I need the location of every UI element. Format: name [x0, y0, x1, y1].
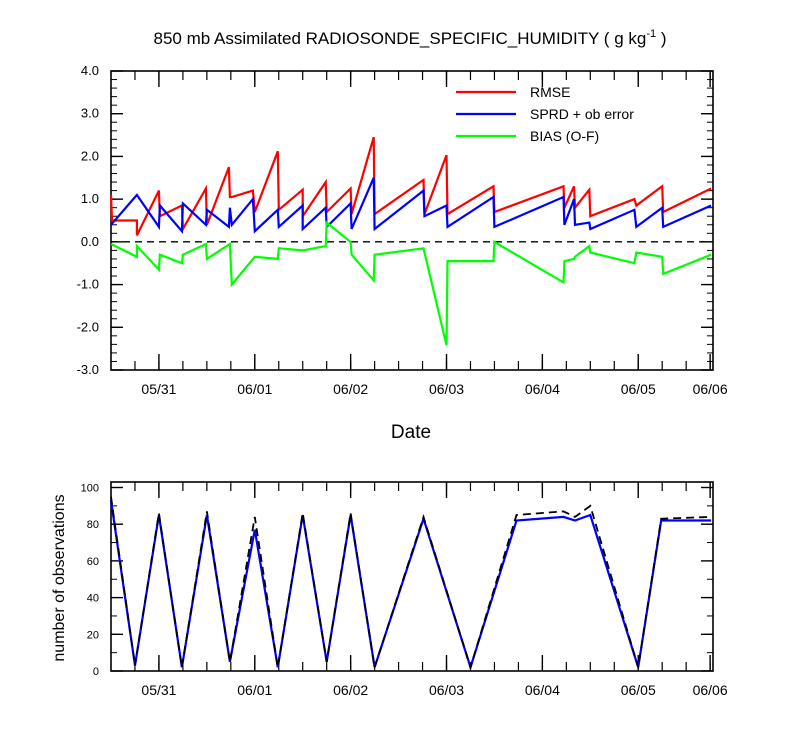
x-tick-label: 06/05 [621, 381, 656, 397]
legend-entry: SPRD + ob error [530, 106, 634, 122]
y-tick-label: 2.0 [81, 148, 99, 163]
series-line-possible [110, 496, 712, 671]
bottom-chart: 05/31 06/01 06/02 06/03 06/04 06/05 06/06 0 20 40… [81, 481, 728, 698]
x-axis-label: Date [391, 422, 431, 443]
x-tick-label: 06/03 [429, 381, 464, 397]
y-tick-label: -1.0 [77, 277, 99, 292]
x-tick-label: 06/02 [333, 381, 368, 397]
x-tick-label: 06/06 [693, 682, 728, 698]
x-tick-label: 06/04 [525, 381, 560, 397]
y-tick-label: 40 [87, 593, 99, 605]
y-tick-label: 20 [87, 629, 99, 641]
series-line-sprd-ob-error [110, 177, 712, 235]
x-tick-label: 06/01 [237, 682, 272, 698]
chart-title: 850 mb Assimilated RADIOSONDE_SPECIFIC_H… [154, 28, 667, 48]
series-line-bias-o-f [110, 220, 712, 346]
x-tick-label: 06/03 [429, 682, 464, 698]
x-tick-label: 06/05 [621, 682, 656, 698]
y-tick-label: 3.0 [81, 106, 99, 121]
x-tick-label: 05/31 [141, 381, 176, 397]
y-tick-label: 60 [87, 556, 99, 568]
y-tick-label: 80 [87, 519, 99, 531]
series-line-assimilated [109, 500, 712, 671]
x-tick-label: 06/01 [237, 381, 272, 397]
top-chart: 05/31 06/01 06/02 06/03 06/04 06/05 06/06 -3.0 -… [77, 63, 728, 397]
y-tick-label: 0 [93, 666, 99, 678]
legend-entry: BIAS (O-F) [530, 128, 599, 144]
x-tick-label: 06/06 [693, 381, 728, 397]
plot-frame [110, 481, 714, 672]
y-tick-label: 1.0 [81, 191, 99, 206]
y-tick-label: 100 [81, 483, 99, 495]
x-tick-label: 06/04 [525, 682, 560, 698]
x-tick-label: 06/02 [333, 682, 368, 698]
y-tick-label: 0.0 [81, 234, 99, 249]
y-tick-label: -2.0 [77, 319, 99, 334]
y-tick-label: 4.0 [81, 63, 99, 78]
y-axis-label: number of observations [51, 494, 68, 661]
x-tick-label: 05/31 [141, 682, 176, 698]
legend-entry: RMSE [530, 84, 570, 100]
y-tick-label: -3.0 [77, 362, 99, 377]
